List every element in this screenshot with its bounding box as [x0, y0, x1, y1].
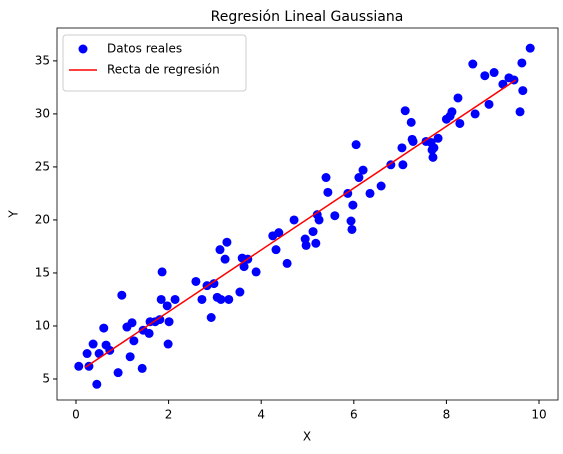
y-tick-label: 5 — [42, 372, 50, 386]
data-point — [429, 143, 439, 153]
data-point — [117, 290, 127, 300]
data-point — [125, 352, 135, 362]
data-point — [376, 181, 386, 191]
y-tick-label: 20 — [35, 212, 50, 226]
y-axis-label: Y — [7, 210, 21, 219]
data-point — [282, 258, 292, 268]
x-axis-label: X — [303, 430, 311, 444]
legend-label: Datos reales — [107, 42, 182, 56]
data-point — [99, 323, 109, 333]
data-point — [156, 294, 166, 304]
data-point — [358, 165, 368, 175]
data-point — [74, 361, 84, 371]
legend-label: Recta de regresión — [107, 63, 220, 77]
y-tick-label: 35 — [35, 53, 50, 67]
data-point — [157, 267, 167, 277]
data-point — [433, 133, 443, 143]
data-point — [271, 245, 281, 255]
data-point — [314, 215, 324, 225]
data-point — [400, 106, 410, 116]
data-point — [206, 312, 216, 322]
data-point — [170, 294, 180, 304]
regression-line — [84, 79, 517, 368]
data-point — [347, 224, 357, 234]
data-point — [301, 240, 311, 250]
data-point — [408, 136, 418, 146]
data-point — [518, 86, 528, 96]
data-point — [235, 287, 245, 297]
data-point — [351, 140, 361, 150]
data-point — [525, 43, 535, 53]
data-point — [239, 262, 249, 272]
data-point — [88, 339, 98, 349]
chart-title: Regresión Lineal Gaussiana — [211, 9, 404, 25]
data-point — [113, 368, 123, 378]
data-point — [406, 117, 416, 127]
data-point — [163, 339, 173, 349]
data-point — [480, 71, 490, 81]
data-point — [209, 279, 219, 289]
data-point — [397, 143, 407, 153]
data-point — [164, 317, 174, 327]
data-point — [468, 59, 478, 69]
data-point — [398, 160, 408, 170]
data-point — [162, 301, 172, 311]
x-tick-label: 10 — [531, 408, 546, 422]
data-point — [515, 107, 525, 117]
data-point — [308, 227, 318, 237]
data-point — [220, 254, 230, 264]
data-point — [323, 187, 333, 197]
data-point — [224, 294, 234, 304]
data-point — [447, 107, 457, 117]
y-tick-label: 15 — [35, 265, 50, 279]
data-point — [311, 238, 321, 248]
data-point — [455, 118, 465, 128]
data-point — [197, 294, 207, 304]
data-point — [428, 152, 438, 162]
data-point — [215, 245, 225, 255]
data-point — [470, 109, 480, 119]
data-point — [155, 315, 165, 325]
x-tick-label: 8 — [443, 408, 451, 422]
legend-box — [62, 34, 247, 92]
data-point — [289, 215, 299, 225]
data-point — [129, 336, 139, 346]
x-tick-label: 2 — [165, 408, 173, 422]
data-point — [484, 99, 494, 109]
data-point — [489, 68, 499, 78]
data-point — [274, 228, 284, 238]
x-tick-label: 4 — [257, 408, 265, 422]
legend-marker — [78, 44, 88, 54]
data-point — [216, 294, 226, 304]
y-tick-label: 30 — [35, 106, 50, 120]
data-point — [251, 267, 261, 277]
x-tick-label: 6 — [350, 408, 358, 422]
data-point — [82, 349, 92, 359]
x-tick-label: 0 — [72, 408, 80, 422]
data-point — [144, 328, 154, 338]
data-point — [346, 216, 356, 226]
data-point — [365, 188, 375, 198]
data-point — [127, 318, 137, 328]
data-point — [453, 93, 463, 103]
data-point — [92, 379, 102, 389]
data-point — [321, 173, 331, 183]
data-point — [348, 200, 358, 210]
data-point — [191, 276, 201, 286]
data-point — [137, 363, 147, 373]
y-tick-label: 25 — [35, 159, 50, 173]
y-tick-label: 10 — [35, 318, 50, 332]
data-point — [354, 173, 364, 183]
data-point — [222, 237, 232, 247]
data-point — [517, 58, 527, 68]
plot-frame — [56, 27, 559, 401]
data-point — [330, 211, 340, 221]
